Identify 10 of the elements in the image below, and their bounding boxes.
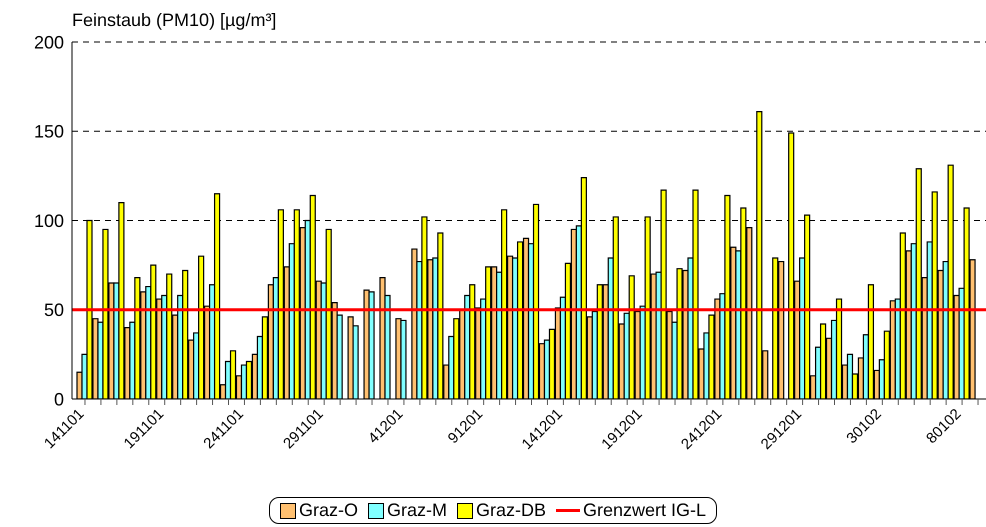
y-tick-label: 100 bbox=[34, 210, 64, 231]
y-tick-label: 150 bbox=[34, 122, 64, 142]
y-tick-label: 50 bbox=[44, 300, 64, 320]
legend-label: Grenzwert IG-L bbox=[583, 500, 706, 521]
y-tick-label: 0 bbox=[54, 389, 64, 410]
legend-label: Graz-M bbox=[386, 500, 447, 521]
y-tick-label: 200 bbox=[34, 32, 64, 52]
legend-label: Graz-O bbox=[298, 500, 358, 521]
y-axis-title: Feinstaub (PM10) [µg/m³] bbox=[72, 10, 276, 31]
legend-label: Graz-DB bbox=[476, 500, 546, 521]
